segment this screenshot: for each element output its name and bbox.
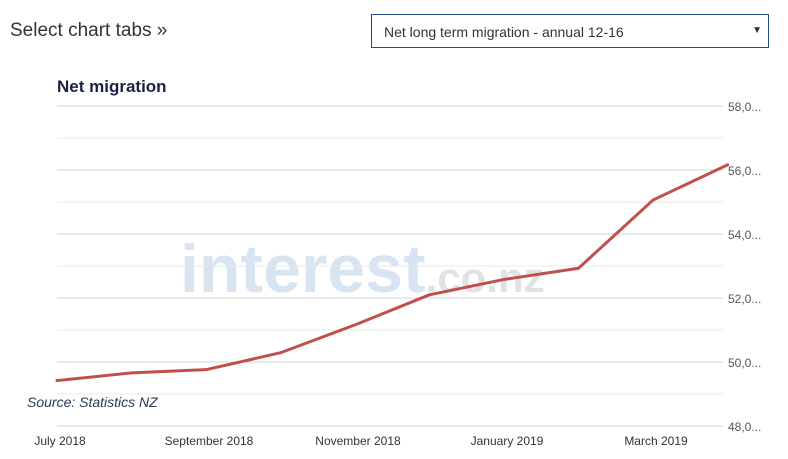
y-tick-label: 56,0...: [728, 164, 761, 178]
x-tick-label: September 2018: [165, 434, 254, 448]
data-point: [502, 277, 506, 281]
data-point: [428, 293, 431, 297]
chart-tab-select-value: Net long term migration - annual 12-16: [384, 24, 624, 40]
x-tick-label: November 2018: [315, 434, 401, 448]
x-tick-label: March 2019: [624, 434, 688, 448]
select-chart-tabs-heading: Select chart tabs »: [10, 20, 168, 41]
data-point: [651, 198, 655, 202]
y-tick-label: 54,0...: [728, 228, 761, 242]
data-point: [726, 163, 729, 167]
chart-tab-select[interactable]: Net long term migration - annual 12-16 ▼: [371, 14, 769, 48]
y-tick-label: 58,0...: [728, 100, 761, 114]
series-line: [55, 163, 729, 383]
y-tick-label: 50,0...: [728, 356, 761, 370]
caret-down-icon: ▼: [752, 25, 762, 36]
y-tick-label: 52,0...: [728, 292, 761, 306]
y-tick-label: 48,0...: [728, 420, 761, 434]
net-migration-chart: Net migration interest.co.nz 58,0... 56,0…: [27, 77, 761, 448]
data-point: [204, 368, 208, 372]
chart-title: Net migration: [57, 77, 167, 96]
data-point: [55, 379, 59, 383]
x-tick-label: January 2019: [471, 434, 544, 448]
x-tick-label: July 2018: [34, 434, 86, 448]
data-point: [130, 371, 133, 375]
watermark-text: interest.co.nz: [180, 231, 545, 307]
data-point: [353, 323, 357, 327]
data-point: [577, 266, 580, 270]
data-point: [279, 351, 282, 355]
watermark-main: interest: [180, 231, 426, 307]
chart-source: Source: Statistics NZ: [27, 394, 158, 410]
